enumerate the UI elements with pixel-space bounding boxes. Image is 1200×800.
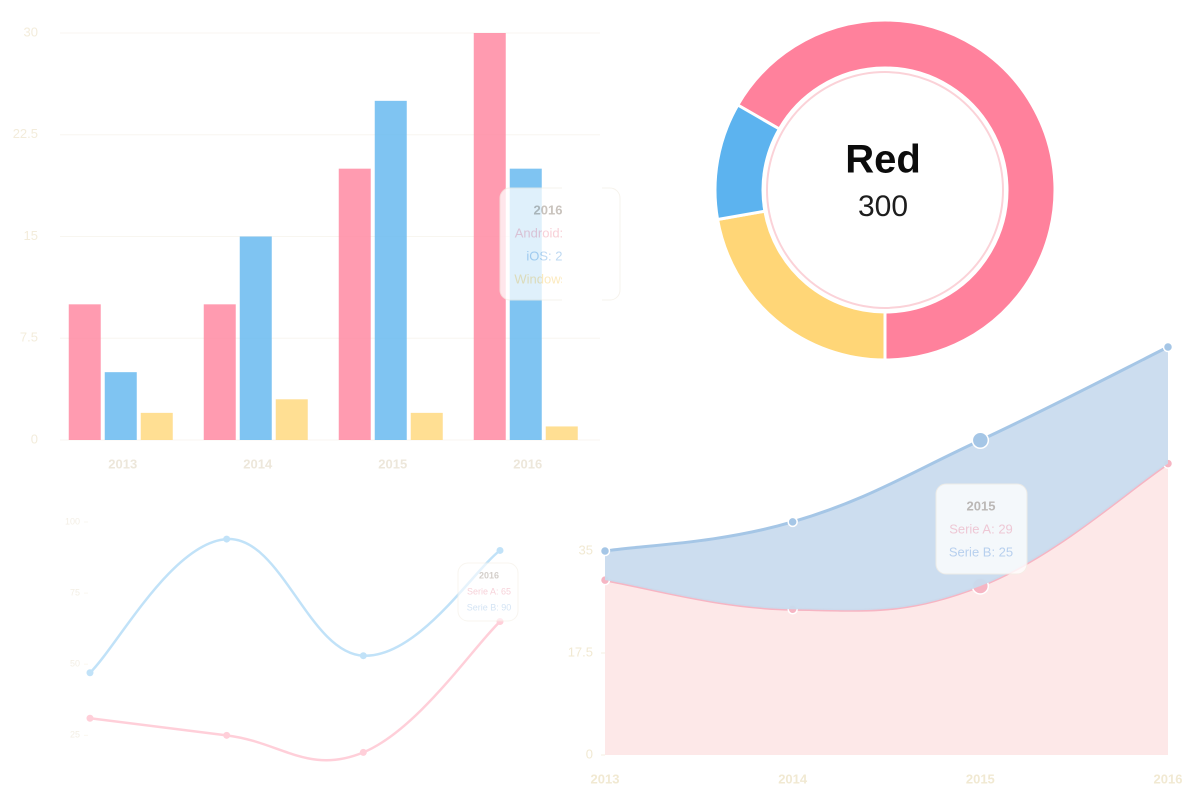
tooltip-line: Serie A: 29 bbox=[949, 521, 1013, 536]
center-label: Red bbox=[845, 138, 921, 182]
x-tick-label: 2016 bbox=[1154, 771, 1183, 786]
point bbox=[496, 546, 504, 554]
tooltip-box bbox=[935, 483, 1028, 575]
point bbox=[359, 748, 367, 756]
tooltip-title: 2016 bbox=[479, 570, 499, 580]
tooltip-title: 2015 bbox=[967, 498, 996, 513]
tooltip-title: 2016 bbox=[534, 202, 563, 217]
line bbox=[89, 537, 501, 674]
tooltip: 2016 Serie A: 65 Serie B: 90 bbox=[457, 562, 519, 622]
point bbox=[971, 431, 990, 450]
bar bbox=[140, 412, 173, 440]
y-tick-label: 17.5 bbox=[568, 644, 593, 659]
bar bbox=[410, 412, 443, 440]
tooltip-box bbox=[457, 562, 519, 622]
center-value: 300 bbox=[858, 190, 908, 223]
line bbox=[89, 620, 501, 762]
panel-edge bbox=[562, 180, 602, 310]
point bbox=[86, 669, 94, 677]
x-tick-label: 2013 bbox=[591, 771, 620, 786]
point bbox=[223, 535, 231, 543]
doughnut-segment bbox=[713, 102, 782, 222]
tooltip-line: Serie B: 25 bbox=[949, 544, 1013, 559]
point bbox=[787, 516, 798, 528]
point bbox=[599, 545, 611, 557]
y-tick-label: 15 bbox=[24, 228, 38, 243]
x-tick-label: 2015 bbox=[966, 771, 995, 786]
doughnut-segment bbox=[715, 209, 887, 362]
y-tick-label: 22.5 bbox=[13, 126, 38, 141]
area-chart: 0 17.5 35 2013 2014 2015 2016 bbox=[568, 341, 1183, 786]
y-tick-label: 0 bbox=[31, 431, 38, 446]
bar bbox=[68, 304, 101, 440]
bar bbox=[338, 168, 371, 440]
point bbox=[1162, 341, 1174, 353]
y-tick-label: 35 bbox=[579, 542, 593, 557]
y-tick-label: 100 bbox=[65, 516, 80, 526]
bar bbox=[239, 236, 272, 440]
tooltip: 2015 Serie A: 29 Serie B: 25 bbox=[935, 483, 1028, 575]
y-tick-label: 25 bbox=[70, 730, 80, 740]
x-tick-label: 2014 bbox=[243, 456, 273, 471]
inner-ring bbox=[766, 71, 1004, 309]
doughnut-chart: Red 300 bbox=[713, 18, 1057, 362]
bar bbox=[275, 399, 308, 440]
line-chart: 25 50 75 100 bbox=[65, 516, 504, 762]
bar bbox=[203, 304, 236, 440]
y-tick-label: 75 bbox=[70, 587, 80, 597]
bar bbox=[104, 372, 137, 440]
x-tick-label: 2015 bbox=[378, 456, 407, 471]
point bbox=[223, 731, 231, 739]
y-tick-label: 0 bbox=[586, 746, 593, 761]
x-tick-label: 2013 bbox=[108, 456, 137, 471]
tooltip-line: Serie A: 65 bbox=[467, 586, 511, 596]
tooltip-line: Serie B: 90 bbox=[467, 602, 512, 612]
y-tick-label: 30 bbox=[24, 24, 38, 39]
area-line bbox=[604, 345, 1169, 553]
x-tick-label: 2016 bbox=[513, 456, 542, 471]
bar bbox=[545, 426, 578, 440]
bar-chart: 0 7.5 15 22.5 30 2013 2014 2015 2016 bbox=[13, 24, 600, 471]
point bbox=[359, 652, 367, 660]
bar bbox=[374, 100, 407, 440]
point bbox=[86, 714, 94, 722]
x-tick-label: 2014 bbox=[778, 771, 808, 786]
y-tick-label: 50 bbox=[70, 659, 80, 669]
tooltip-line: iOS: 20 bbox=[526, 248, 569, 263]
doughnut-segment bbox=[735, 18, 1057, 362]
y-tick-label: 7.5 bbox=[20, 330, 38, 345]
